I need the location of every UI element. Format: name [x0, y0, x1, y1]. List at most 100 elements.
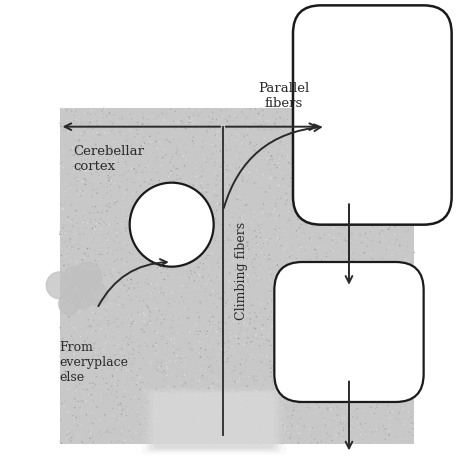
Point — [100, 196, 108, 203]
Point — [238, 213, 246, 221]
Point — [350, 183, 358, 191]
Point — [179, 223, 186, 231]
Point — [142, 226, 150, 233]
Point — [117, 319, 125, 327]
Point — [161, 113, 168, 120]
Point — [337, 144, 344, 151]
Point — [155, 186, 163, 193]
Point — [396, 134, 403, 142]
Point — [207, 409, 215, 416]
Point — [163, 114, 171, 121]
Point — [91, 299, 98, 307]
Point — [184, 326, 191, 334]
Point — [311, 364, 319, 372]
Point — [401, 256, 409, 263]
Point — [325, 231, 333, 239]
Point — [323, 300, 330, 307]
Point — [143, 342, 151, 350]
Point — [164, 352, 172, 360]
Point — [397, 190, 404, 197]
Point — [160, 391, 167, 399]
Point — [363, 149, 371, 157]
Point — [346, 404, 354, 412]
Point — [311, 246, 319, 253]
Point — [226, 329, 234, 336]
Point — [346, 221, 353, 229]
Point — [151, 175, 158, 182]
Point — [270, 231, 277, 238]
Point — [234, 378, 241, 386]
Point — [259, 295, 266, 302]
Point — [105, 312, 112, 320]
Point — [96, 366, 104, 373]
Point — [228, 214, 236, 221]
Point — [136, 156, 143, 164]
Point — [121, 160, 128, 168]
Point — [262, 397, 270, 405]
Point — [363, 351, 370, 358]
Point — [153, 365, 161, 372]
Point — [262, 109, 270, 117]
Point — [407, 115, 414, 122]
Point — [108, 363, 115, 370]
Point — [188, 346, 196, 353]
Point — [295, 324, 302, 332]
Point — [113, 356, 120, 364]
Point — [67, 320, 75, 327]
Point — [168, 391, 175, 398]
Point — [357, 307, 365, 315]
Point — [273, 410, 281, 418]
Point — [340, 314, 347, 321]
Point — [120, 158, 128, 166]
Point — [293, 233, 301, 241]
Point — [98, 357, 106, 364]
Point — [158, 236, 166, 243]
Point — [212, 327, 219, 335]
Point — [352, 233, 359, 241]
Point — [88, 304, 95, 312]
Point — [144, 227, 152, 234]
Point — [73, 395, 81, 402]
Point — [136, 110, 143, 118]
Point — [287, 398, 295, 405]
Point — [195, 337, 202, 345]
Point — [252, 265, 260, 273]
Point — [281, 359, 289, 366]
Point — [338, 428, 346, 435]
Point — [170, 117, 178, 125]
Point — [366, 178, 374, 185]
Point — [242, 399, 250, 406]
Point — [364, 379, 372, 387]
Point — [409, 328, 417, 335]
Point — [144, 303, 151, 311]
Point — [67, 106, 74, 113]
Point — [109, 373, 117, 380]
Point — [323, 430, 331, 437]
Point — [82, 250, 89, 257]
Point — [387, 218, 394, 226]
Point — [275, 160, 283, 167]
Point — [216, 200, 223, 208]
Point — [184, 222, 191, 230]
Point — [116, 401, 124, 408]
Point — [103, 188, 110, 196]
Point — [361, 162, 368, 170]
Point — [370, 314, 378, 321]
Point — [212, 319, 220, 326]
Point — [245, 278, 252, 285]
Point — [201, 440, 208, 447]
Point — [328, 345, 336, 352]
Point — [299, 395, 307, 403]
Point — [306, 201, 313, 208]
Point — [212, 436, 220, 444]
Point — [84, 110, 92, 117]
Point — [155, 264, 162, 271]
Point — [335, 302, 343, 310]
Point — [177, 136, 185, 144]
Point — [261, 204, 269, 212]
Point — [385, 171, 393, 178]
Point — [203, 439, 210, 447]
Point — [351, 345, 358, 353]
Point — [337, 179, 345, 186]
Point — [401, 242, 408, 250]
